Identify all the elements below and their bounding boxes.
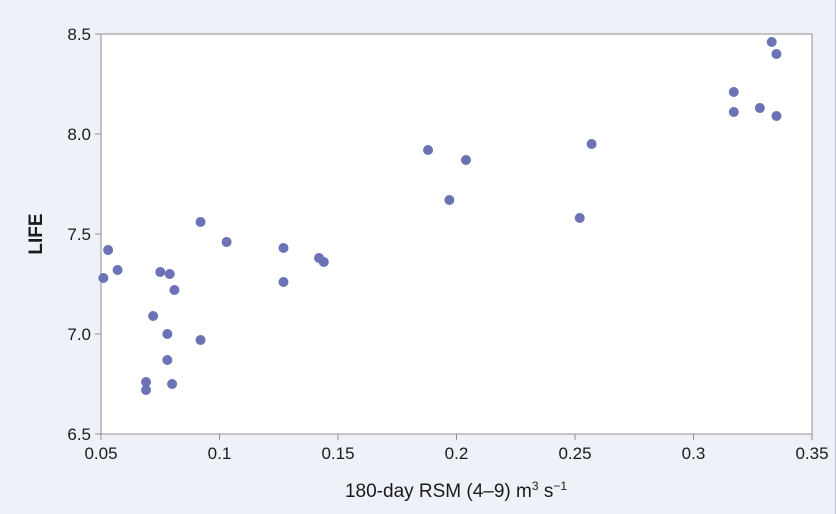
y-tick-label: 7.5 bbox=[67, 225, 91, 244]
data-point bbox=[574, 213, 585, 223]
x-tick-label: 0.2 bbox=[445, 444, 469, 463]
data-point bbox=[278, 277, 289, 287]
data-point bbox=[221, 237, 232, 247]
y-axis-title: LIFE bbox=[26, 213, 47, 254]
data-point bbox=[754, 103, 765, 113]
data-point bbox=[148, 311, 159, 321]
x-tick-label: 0.05 bbox=[84, 444, 117, 463]
data-point bbox=[162, 355, 173, 365]
data-point bbox=[164, 269, 175, 279]
y-tick-label: 8.0 bbox=[67, 125, 91, 144]
data-point bbox=[103, 245, 114, 255]
y-tick-label: 6.5 bbox=[67, 425, 91, 444]
data-point bbox=[169, 285, 180, 295]
x-axis-title: 180-day RSM (4–9) m3 s−1 bbox=[345, 479, 567, 502]
x-tick-label: 0.15 bbox=[321, 444, 354, 463]
data-point bbox=[162, 329, 173, 339]
plot-area bbox=[100, 33, 813, 435]
data-point bbox=[167, 379, 178, 389]
x-tick-label: 0.1 bbox=[208, 444, 232, 463]
data-point bbox=[586, 139, 597, 149]
data-point bbox=[112, 265, 123, 275]
data-point bbox=[460, 155, 471, 165]
y-tick-label: 8.5 bbox=[67, 25, 91, 44]
data-point bbox=[728, 87, 739, 97]
data-point bbox=[766, 37, 777, 47]
y-tick-label: 7.0 bbox=[67, 325, 91, 344]
data-point bbox=[98, 273, 109, 283]
data-point bbox=[771, 49, 782, 59]
data-point bbox=[141, 385, 152, 395]
data-point bbox=[728, 107, 739, 117]
data-point bbox=[444, 195, 455, 205]
x-tick-label: 0.25 bbox=[558, 444, 591, 463]
x-tick-label: 0.35 bbox=[795, 444, 828, 463]
data-point bbox=[195, 335, 206, 345]
x-axis: 0.05 0.1 0.15 0.2 0.25 0.3 0.35 bbox=[84, 434, 829, 463]
data-point bbox=[318, 257, 329, 267]
y-axis: 6.5 7.0 7.5 8.0 8.5 bbox=[67, 25, 101, 444]
data-point bbox=[423, 145, 434, 155]
x-tick-label: 0.3 bbox=[682, 444, 706, 463]
data-point bbox=[278, 243, 289, 253]
data-point bbox=[771, 111, 782, 121]
data-points bbox=[98, 37, 782, 395]
data-point bbox=[141, 377, 152, 387]
data-point bbox=[195, 217, 206, 227]
data-point bbox=[155, 267, 166, 277]
